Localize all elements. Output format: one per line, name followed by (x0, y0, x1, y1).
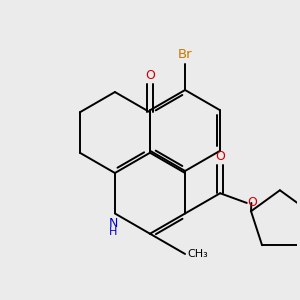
Text: O: O (215, 150, 225, 163)
Text: H: H (109, 227, 117, 237)
Text: CH₃: CH₃ (187, 249, 208, 259)
Text: Br: Br (178, 48, 192, 61)
Text: O: O (145, 69, 155, 82)
Text: N: N (108, 217, 118, 230)
Text: O: O (248, 196, 258, 209)
